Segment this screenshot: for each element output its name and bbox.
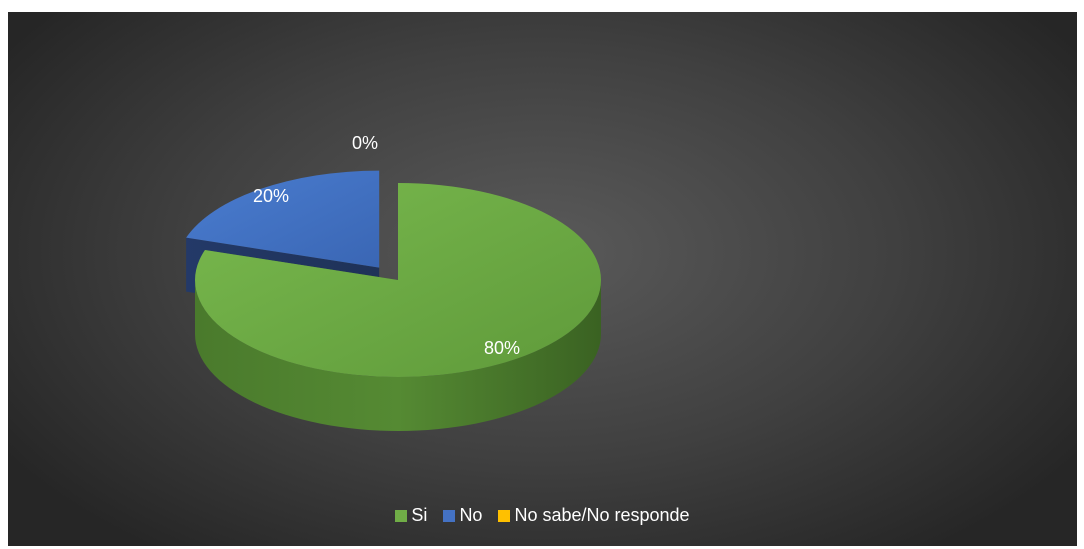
- legend-swatch-si: [395, 509, 408, 522]
- pie-chart: 80% 20% 0%: [186, 133, 602, 431]
- legend-swatch-no: [443, 509, 456, 522]
- legend-swatch-no-sabe: [498, 509, 511, 522]
- data-label-no-sabe: 0%: [352, 133, 378, 153]
- legend-label-no: No: [459, 505, 483, 525]
- legend-label-no-sabe: No sabe/No responde: [514, 505, 690, 525]
- legend-item-si: Si: [395, 505, 427, 526]
- slice-si: [195, 183, 602, 431]
- chart-area: 80% 20% 0% Si No No sabe/No responde: [8, 12, 1077, 546]
- legend-label-si: Si: [411, 505, 428, 525]
- data-label-no: 20%: [253, 186, 289, 206]
- legend-item-no: No: [443, 505, 482, 526]
- data-label-si: 80%: [484, 338, 520, 358]
- legend: Si No No sabe/No responde: [8, 505, 1077, 526]
- legend-item-no-sabe: No sabe/No responde: [498, 505, 690, 526]
